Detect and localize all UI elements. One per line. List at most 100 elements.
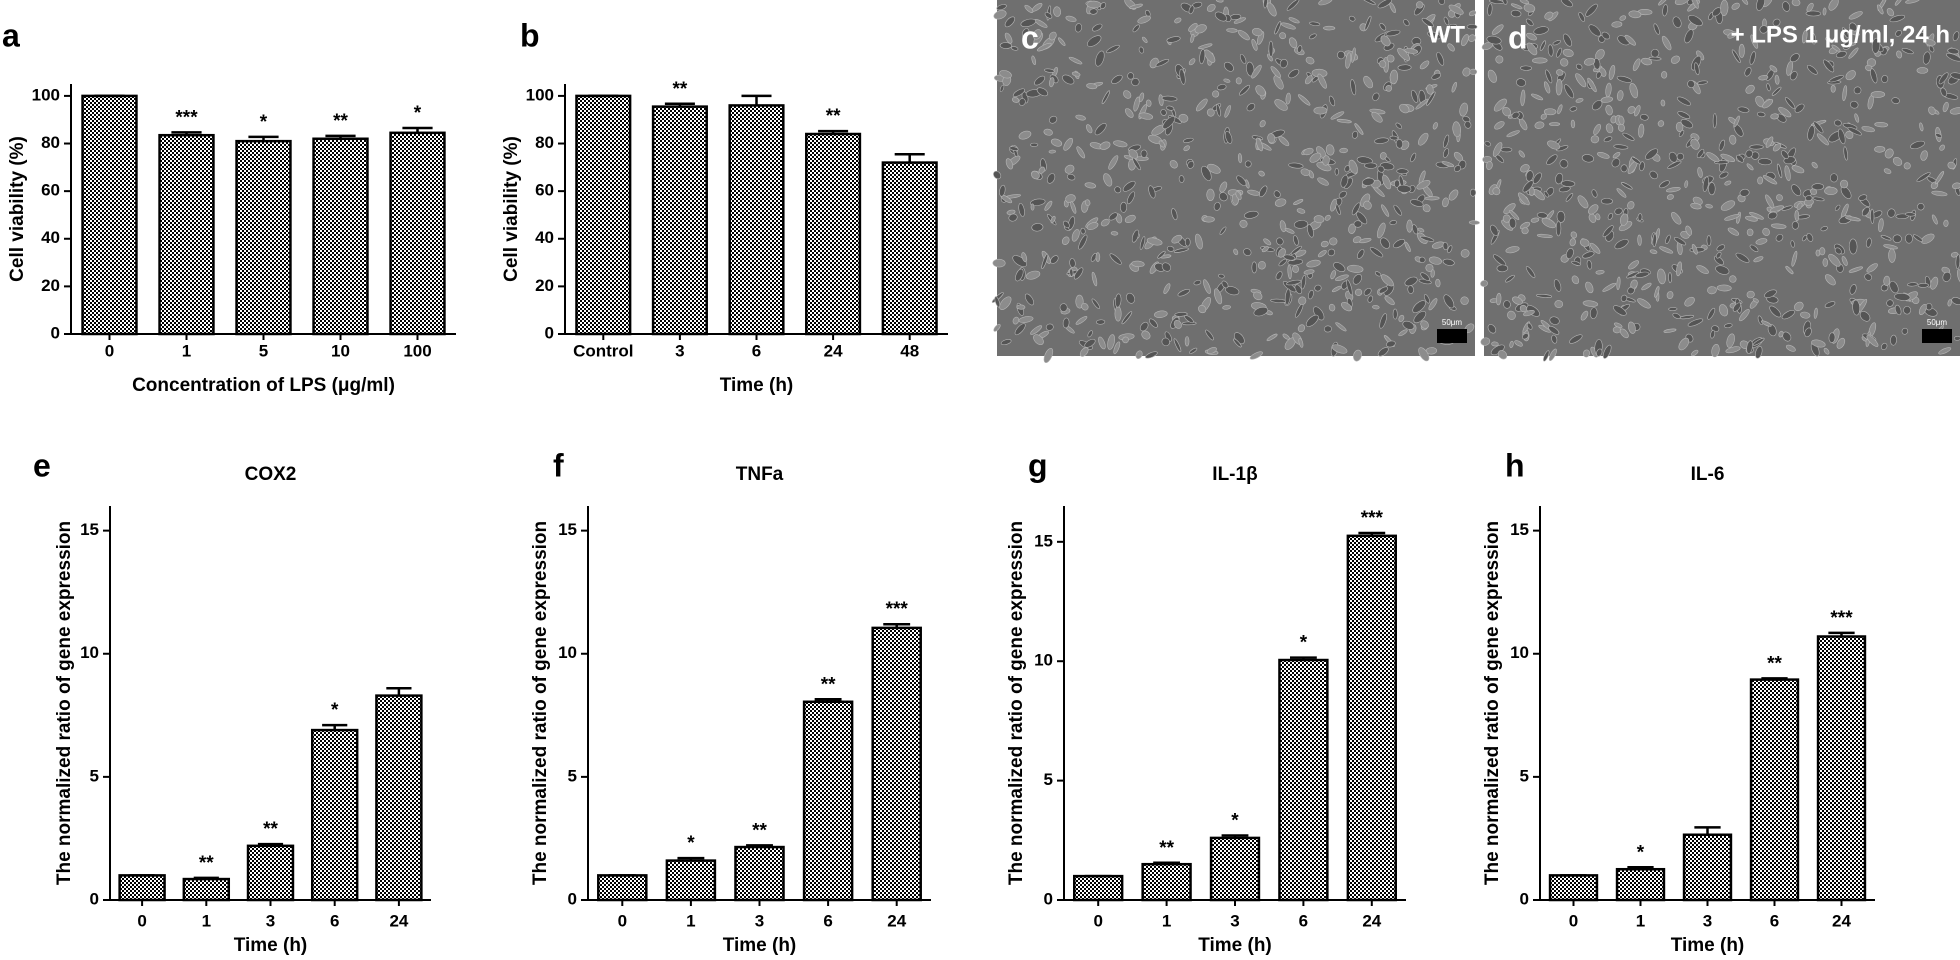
cell [1430, 269, 1435, 278]
cell [1791, 0, 1801, 7]
cell [1718, 139, 1725, 151]
cell [1824, 301, 1836, 308]
cell [1095, 252, 1101, 262]
cell [1824, 274, 1836, 286]
cell [1571, 260, 1581, 266]
cell [1696, 148, 1705, 158]
cell [1582, 300, 1599, 307]
cell [999, 84, 1005, 92]
cell [1251, 64, 1262, 79]
cell [1938, 347, 1952, 355]
cell [1755, 238, 1768, 245]
cell [993, 323, 1001, 332]
cell [1884, 148, 1894, 159]
cell [1889, 280, 1899, 294]
cell [1770, 223, 1787, 229]
cell [1216, 103, 1221, 117]
cell [1608, 64, 1616, 80]
y-tick-label: 60 [535, 181, 554, 200]
cell [1696, 265, 1709, 274]
cell [1680, 119, 1694, 129]
cell [1668, 307, 1678, 311]
cell [1122, 180, 1136, 192]
cell [1918, 32, 1926, 39]
cell [1585, 281, 1594, 294]
cell [1380, 274, 1394, 287]
cell [1379, 60, 1387, 68]
error-bar [1358, 531, 1386, 536]
cell [1903, 306, 1912, 315]
cell [1395, 122, 1402, 129]
y-tick-label: 15 [558, 520, 577, 539]
cell [1637, 213, 1643, 222]
cell [1640, 114, 1649, 121]
cell [1521, 227, 1529, 235]
cell [1660, 99, 1666, 107]
cell [1870, 208, 1875, 224]
cell [1688, 15, 1703, 27]
cell [1949, 107, 1960, 115]
cell [1251, 261, 1258, 274]
cell [1233, 248, 1239, 256]
cell [1352, 274, 1362, 285]
cell [1829, 75, 1844, 83]
significance-label: * [687, 833, 695, 854]
cell [1676, 152, 1685, 161]
cell [1251, 27, 1263, 37]
cell [1377, 0, 1392, 9]
x-tick-label: 0 [1569, 911, 1578, 930]
cell [1930, 276, 1939, 290]
cell [1333, 262, 1346, 273]
cell [1189, 347, 1198, 354]
bar [182, 877, 231, 902]
cell [1218, 273, 1225, 279]
cell [1247, 189, 1261, 196]
cell [1277, 248, 1286, 258]
cell [1300, 168, 1310, 176]
cell [1590, 135, 1600, 144]
cell [1848, 30, 1860, 36]
cell [1496, 264, 1509, 273]
cell [1679, 314, 1695, 320]
cell [1024, 4, 1034, 13]
cell [1266, 333, 1278, 342]
cell [1886, 299, 1894, 307]
cell [1018, 130, 1032, 140]
cell [1616, 90, 1624, 101]
cell [1854, 113, 1860, 123]
cell [1086, 222, 1099, 230]
cell [1451, 81, 1457, 93]
cell [1251, 38, 1258, 51]
cell [1178, 113, 1189, 123]
cell [1561, 0, 1573, 8]
cell [1507, 310, 1516, 320]
cell [1317, 177, 1329, 186]
cell [1307, 289, 1314, 300]
cell [1661, 35, 1672, 51]
error-bar [1289, 656, 1317, 661]
cell [1886, 8, 1895, 17]
cell [1951, 297, 1960, 305]
cell [1716, 244, 1726, 252]
cell [1161, 337, 1170, 347]
x-tick-label: 100 [403, 341, 431, 360]
cell [1628, 10, 1642, 19]
cell [1257, 261, 1266, 270]
cell [1091, 271, 1098, 287]
cell [1235, 191, 1242, 200]
cell [1794, 210, 1800, 222]
cell [1398, 329, 1408, 337]
cell [1320, 240, 1329, 248]
cell [1708, 182, 1716, 196]
cell [1525, 266, 1536, 279]
cell [1127, 72, 1135, 80]
cell [1823, 347, 1830, 355]
x-tick-label: 3 [1703, 911, 1712, 930]
cell [1548, 348, 1557, 362]
error-bar [746, 844, 773, 848]
cell [1720, 0, 1729, 17]
cell [1694, 62, 1700, 76]
cell [1307, 224, 1314, 238]
x-tick-label: 24 [887, 911, 906, 930]
chart-title: IL-1β [1212, 464, 1257, 485]
